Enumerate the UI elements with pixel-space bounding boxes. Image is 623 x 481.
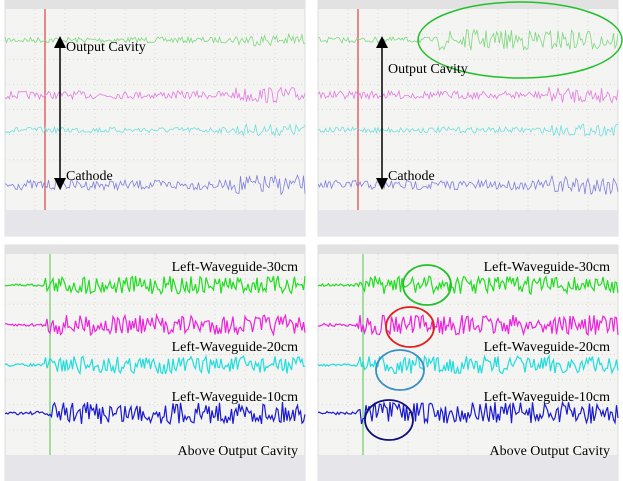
trace: [317, 314, 619, 337]
highlight-circle: [364, 399, 414, 441]
scope-footer: [318, 455, 618, 481]
trace: [4, 275, 306, 296]
label: Left-Waveguide-30cm: [172, 260, 298, 275]
trace: [4, 312, 306, 337]
trace: [4, 354, 306, 376]
scope-footer: [5, 455, 305, 481]
annotations: [54, 1, 623, 441]
trace: [317, 354, 619, 375]
label: Above Output Cavity: [489, 444, 610, 459]
trace: [4, 401, 306, 425]
highlight-ellipse: [417, 1, 623, 79]
label: Left-Waveguide-10cm: [172, 390, 298, 405]
label: Left-Waveguide-20cm: [172, 340, 298, 355]
highlight-circle: [375, 349, 425, 391]
scope-footer: [318, 210, 618, 236]
label: Cathode: [66, 169, 113, 184]
label: Above Output Cavity: [177, 444, 298, 459]
scope-footer: [5, 210, 305, 236]
trace: [317, 274, 619, 296]
trace: [317, 87, 619, 104]
scope-header: [318, 245, 618, 254]
trace: [317, 28, 619, 52]
highlight-circle: [402, 264, 452, 306]
trace: [317, 123, 619, 137]
trace: [317, 175, 619, 196]
scope-header: [5, 245, 305, 254]
label: Cathode: [388, 169, 435, 184]
label: Left-Waveguide-30cm: [484, 260, 610, 275]
highlight-circle: [385, 306, 435, 348]
label: Left-Waveguide-10cm: [484, 390, 610, 405]
scope-header: [318, 0, 618, 9]
label: Output Cavity: [388, 62, 468, 77]
scope-header: [5, 0, 305, 9]
label: Left-Waveguide-20cm: [484, 340, 610, 355]
label: Output Cavity: [66, 40, 146, 55]
labels: Output Cavity Cathode Output Cavity Cath…: [66, 40, 610, 459]
